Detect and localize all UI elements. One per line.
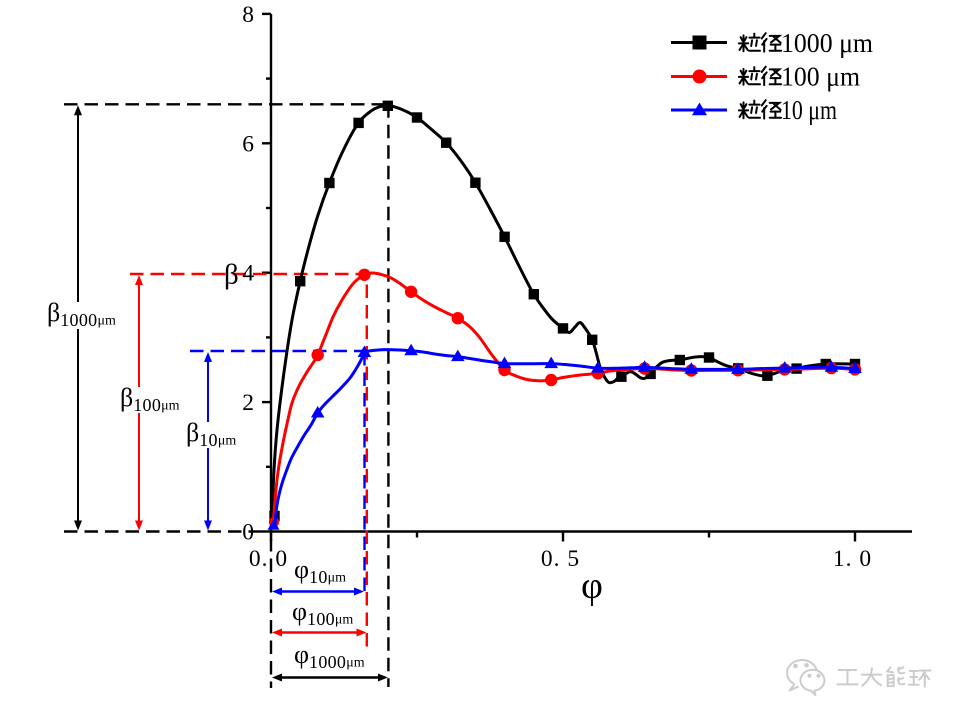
svg-text:6: 6: [242, 131, 254, 157]
svg-text:0: 0: [242, 520, 254, 546]
svg-text:φ1000μm: φ1000μm: [294, 640, 365, 672]
svg-text:100 μm: 100 μm: [781, 62, 860, 92]
svg-text:2: 2: [242, 390, 254, 416]
svg-text:10 μm: 10 μm: [781, 95, 837, 125]
svg-text:1000 μm: 1000 μm: [781, 28, 873, 58]
svg-text:φ: φ: [581, 565, 603, 607]
svg-text:0. 0: 0. 0: [249, 546, 288, 572]
svg-text:8: 8: [242, 2, 254, 28]
svg-text:4: 4: [242, 261, 254, 287]
svg-text:0. 5: 0. 5: [541, 546, 580, 572]
svg-text:φ100μm: φ100μm: [292, 597, 353, 629]
svg-text:φ10μm: φ10μm: [294, 555, 346, 587]
svg-text:β: β: [224, 259, 239, 291]
svg-text:1. 0: 1. 0: [833, 546, 872, 572]
